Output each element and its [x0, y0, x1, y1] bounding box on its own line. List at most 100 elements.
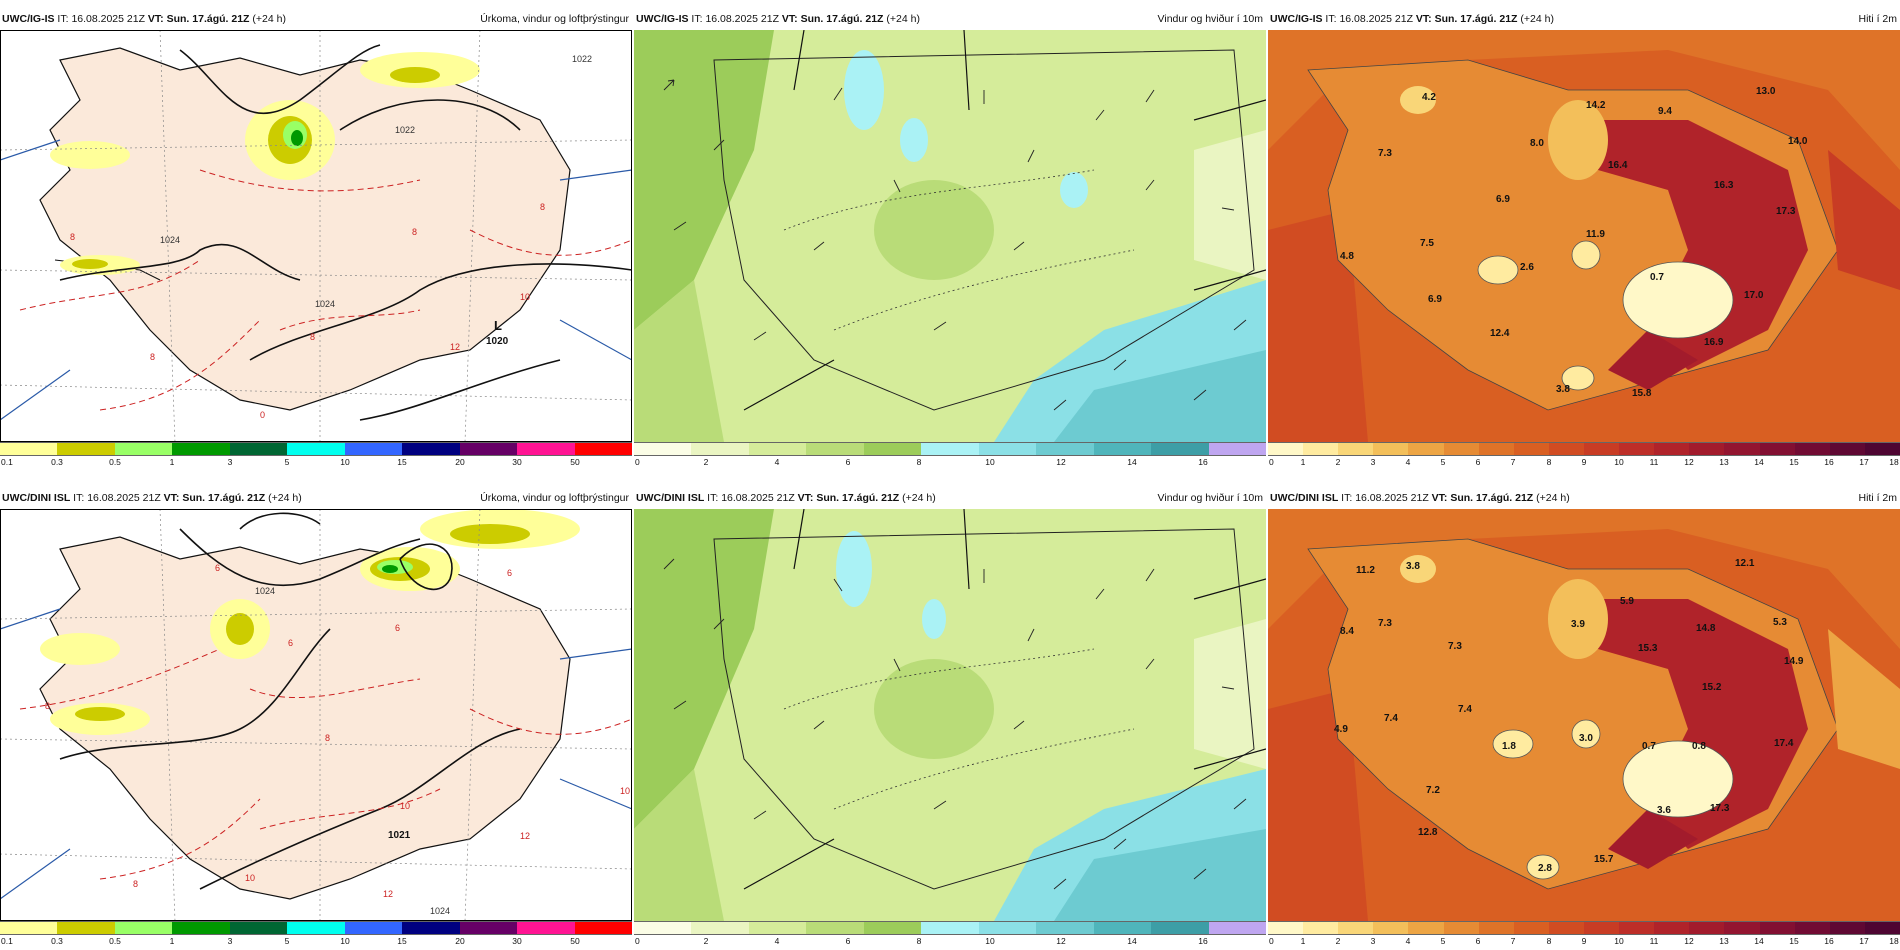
valid-time: Sun. 17.ágú. 21Z — [182, 492, 266, 504]
svg-text:14.8: 14.8 — [1696, 623, 1716, 634]
init-time: 16.08.2025 21Z — [721, 492, 795, 504]
svg-text:5.3: 5.3 — [1773, 617, 1787, 628]
precip-map: 1024 1021 1024 6 6 8 6 8 6 10 10 12 12 8… — [0, 509, 632, 921]
svg-text:2.8: 2.8 — [1538, 863, 1552, 874]
svg-text:12: 12 — [520, 831, 530, 841]
model-name: UWC/DINI ISL — [1270, 492, 1339, 504]
wind-map — [634, 30, 1266, 442]
svg-text:8: 8 — [540, 202, 545, 212]
svg-text:6: 6 — [395, 623, 400, 633]
wind-colorbar — [634, 442, 1266, 456]
temp-colorbar — [1268, 921, 1900, 935]
valid-time: Sun. 17.ágú. 21Z — [816, 492, 900, 504]
model-name: UWC/DINI ISL — [636, 492, 705, 504]
low-pressure-marker: L — [494, 318, 502, 333]
svg-text:0: 0 — [260, 410, 265, 420]
precip-panel-igis: UWC/IG-IS IT: 16.08.2025 21Z VT: Sun. 17… — [0, 8, 632, 470]
svg-text:12.1: 12.1 — [1735, 558, 1755, 569]
precip-panel-dini: UWC/DINI ISL IT: 16.08.2025 21Z VT: Sun.… — [0, 487, 632, 949]
temp-colorbar-ticks: 0 1 2 3 4 5 6 7 8 9 10 11 12 13 14 15 16… — [1269, 457, 1899, 467]
temp-panel-dini: UWC/DINI ISL IT: 16.08.2025 21Z VT: Sun.… — [1268, 487, 1900, 949]
wind-panel-dini: UWC/DINI ISL IT: 16.08.2025 21Z VT: Sun.… — [634, 487, 1266, 949]
svg-text:17.4: 17.4 — [1774, 738, 1794, 749]
svg-text:8: 8 — [45, 701, 50, 711]
svg-text:8: 8 — [150, 352, 155, 362]
panel-title: Úrkoma, vindur og loftþrýstingur — [480, 492, 629, 504]
svg-text:15.8: 15.8 — [1632, 388, 1652, 399]
temp-colorbar-ticks: 0 1 2 3 4 5 6 7 8 9 10 11 12 13 14 15 16… — [1269, 936, 1899, 946]
init-time: 16.08.2025 21Z — [71, 13, 145, 25]
precip-colorbar-ticks: 0.1 0.3 0.5 1 3 5 10 15 20 30 50 — [1, 457, 580, 467]
lead-time: (+24 h) — [268, 492, 302, 504]
wind-colorbar-ticks: 0 2 4 6 8 10 12 14 16 — [635, 457, 1208, 467]
svg-text:14.0: 14.0 — [1788, 136, 1808, 147]
svg-text:6.9: 6.9 — [1496, 194, 1510, 205]
init-time: 16.08.2025 21Z — [1339, 13, 1413, 25]
svg-text:15.2: 15.2 — [1702, 682, 1722, 693]
valid-time: Sun. 17.ágú. 21Z — [800, 13, 884, 25]
svg-text:6: 6 — [507, 568, 512, 578]
init-time: 16.08.2025 21Z — [87, 492, 161, 504]
svg-text:14.9: 14.9 — [1784, 656, 1804, 667]
init-time: 16.08.2025 21Z — [1355, 492, 1429, 504]
svg-text:1024: 1024 — [255, 586, 275, 596]
valid-time: Sun. 17.ágú. 21Z — [1450, 492, 1534, 504]
svg-text:12.4: 12.4 — [1490, 328, 1510, 339]
svg-text:0.7: 0.7 — [1650, 272, 1664, 283]
lead-time: (+24 h) — [1520, 13, 1554, 25]
svg-text:3.9: 3.9 — [1571, 619, 1585, 630]
svg-text:11.2: 11.2 — [1356, 565, 1375, 576]
wind-colorbar-ticks: 0 2 4 6 8 10 12 14 16 — [635, 936, 1208, 946]
svg-text:5.9: 5.9 — [1620, 596, 1634, 607]
svg-text:8: 8 — [310, 332, 315, 342]
svg-text:3.8: 3.8 — [1406, 561, 1420, 572]
valid-time: Sun. 17.ágú. 21Z — [1434, 13, 1518, 25]
svg-text:2.6: 2.6 — [1520, 262, 1534, 273]
svg-text:7.5: 7.5 — [1420, 238, 1434, 249]
svg-text:16.9: 16.9 — [1704, 337, 1724, 348]
panel-header: UWC/DINI ISL IT: 16.08.2025 21Z VT: Sun.… — [0, 487, 632, 509]
svg-text:7.3: 7.3 — [1448, 641, 1462, 652]
svg-text:8: 8 — [133, 879, 138, 889]
svg-text:17.3: 17.3 — [1710, 803, 1730, 814]
svg-text:0.8: 0.8 — [1692, 741, 1706, 752]
svg-text:1.8: 1.8 — [1502, 741, 1516, 752]
svg-text:10: 10 — [520, 292, 530, 302]
model-name: UWC/IG-IS — [636, 13, 689, 25]
svg-text:3.6: 3.6 — [1657, 805, 1671, 816]
svg-text:8: 8 — [70, 232, 75, 242]
svg-text:12: 12 — [450, 342, 460, 352]
panel-header: UWC/IG-IS IT: 16.08.2025 21Z VT: Sun. 17… — [0, 8, 632, 30]
precip-map: 1022 1022 1024 1024 L 1020 8 8 8 8 12 10… — [0, 30, 632, 442]
model-name: UWC/IG-IS — [1270, 13, 1323, 25]
svg-text:6: 6 — [215, 563, 220, 573]
svg-text:10: 10 — [245, 873, 255, 883]
svg-text:16.4: 16.4 — [1608, 160, 1628, 171]
lead-time: (+24 h) — [886, 13, 920, 25]
svg-text:4.2: 4.2 — [1422, 92, 1436, 103]
svg-text:8: 8 — [412, 227, 417, 237]
wind-panel-igis: UWC/IG-IS IT: 16.08.2025 21Z VT: Sun. 17… — [634, 8, 1266, 470]
svg-text:7.3: 7.3 — [1378, 148, 1392, 159]
panel-header: UWC/IG-IS IT: 16.08.2025 21Z VT: Sun. 17… — [634, 8, 1266, 30]
svg-text:1024: 1024 — [160, 235, 180, 245]
precip-colorbar-ticks: 0.1 0.3 0.5 1 3 5 10 15 20 30 50 — [1, 936, 580, 946]
svg-text:1022: 1022 — [395, 125, 415, 135]
svg-text:10: 10 — [620, 786, 630, 796]
panel-title: Vindur og hviður í 10m — [1157, 492, 1263, 504]
svg-text:16.3: 16.3 — [1714, 180, 1734, 191]
svg-text:1021: 1021 — [388, 830, 411, 841]
svg-text:1020: 1020 — [486, 336, 509, 347]
panel-title: Hiti í 2m — [1858, 492, 1897, 504]
panel-title: Vindur og hviður í 10m — [1157, 13, 1263, 25]
temp-colorbar — [1268, 442, 1900, 456]
lead-time: (+24 h) — [902, 492, 936, 504]
wind-map — [634, 509, 1266, 921]
panel-header: UWC/DINI ISL IT: 16.08.2025 21Z VT: Sun.… — [634, 487, 1266, 509]
svg-text:14.2: 14.2 — [1586, 100, 1606, 111]
model-name: UWC/DINI ISL — [2, 492, 71, 504]
svg-text:7.4: 7.4 — [1384, 713, 1398, 724]
svg-text:4.9: 4.9 — [1334, 724, 1348, 735]
svg-text:8.4: 8.4 — [1340, 626, 1354, 637]
svg-text:3.8: 3.8 — [1556, 384, 1570, 395]
